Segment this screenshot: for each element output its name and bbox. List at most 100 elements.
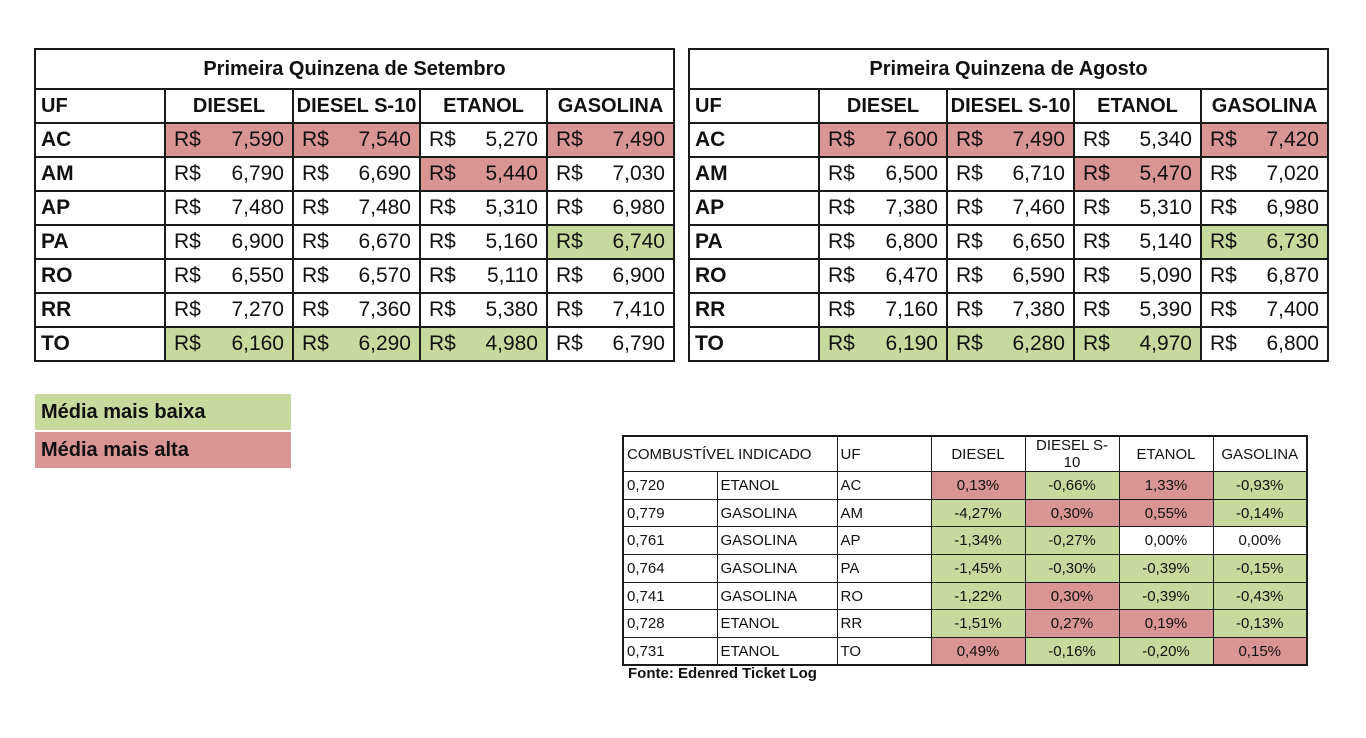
uf-cell: AP	[34, 190, 166, 226]
table-title: Primeira Quinzena de Setembro	[34, 48, 675, 90]
column-header-diesel-s10: DIESEL S-10	[1024, 435, 1120, 472]
price-cell: R$ 6,980	[1200, 190, 1329, 226]
table-row: AC R$ 7,590 R$ 7,540 R$ 5,270 R$ 7,490	[34, 122, 675, 158]
price-value: 5,270	[485, 128, 538, 151]
price-cell: R$ 7,480	[292, 190, 421, 226]
currency-symbol: R$	[556, 196, 583, 219]
ratio-cell: 0,731	[622, 637, 718, 666]
currency-symbol: R$	[956, 162, 983, 185]
price-cell: R$ 6,470	[818, 258, 948, 294]
price-value: 6,730	[1266, 230, 1319, 253]
currency-symbol: R$	[956, 196, 983, 219]
percent-cell: -0,39%	[1118, 554, 1214, 583]
table-row: RO R$ 6,470 R$ 6,590 R$ 5,090 R$ 6,870	[688, 258, 1329, 294]
currency-symbol: R$	[1083, 128, 1110, 151]
currency-symbol: R$	[1083, 332, 1110, 355]
table-row: 0,728 ETANOL RR -1,51% 0,27% 0,19% -0,13%	[622, 609, 1308, 639]
price-value: 6,570	[358, 264, 411, 287]
table-row: TO R$ 6,190 R$ 6,280 R$ 4,970 R$ 6,800	[688, 326, 1329, 362]
price-cell: R$ 7,420	[1200, 122, 1329, 158]
price-value: 6,870	[1266, 264, 1319, 287]
table-row: 0,741 GASOLINA RO -1,22% 0,30% -0,39% -0,43%	[622, 581, 1308, 611]
price-cell: R$ 6,590	[946, 258, 1075, 294]
price-value: 6,980	[612, 196, 665, 219]
legend: Média mais baixa Média mais alta	[35, 394, 291, 470]
table-setembro: Primeira Quinzena de Setembro UF DIESEL …	[34, 48, 675, 362]
price-value: 6,280	[1012, 332, 1065, 355]
price-value: 7,020	[1266, 162, 1319, 185]
price-value: 6,900	[231, 230, 284, 253]
price-value: 7,600	[885, 128, 938, 151]
legend-low: Média mais baixa	[35, 394, 291, 430]
price-cell: R$ 6,900	[546, 258, 675, 294]
price-cell: R$ 5,110	[419, 258, 548, 294]
percent-cell: 0,30%	[1024, 581, 1120, 611]
percent-cell: 0,13%	[930, 471, 1026, 500]
fuel-cell: GASOLINA	[716, 554, 838, 583]
currency-symbol: R$	[302, 332, 329, 355]
price-cell: R$ 6,280	[946, 326, 1075, 362]
price-cell: R$ 7,160	[818, 292, 948, 328]
uf-cell: PA	[836, 554, 932, 583]
uf-cell: TO	[34, 326, 166, 362]
table-row: 0,764 GASOLINA PA -1,45% -0,30% -0,39% -0,15%	[622, 554, 1308, 583]
price-value: 6,670	[358, 230, 411, 253]
column-header-uf: UF	[688, 88, 820, 124]
price-value: 7,380	[885, 196, 938, 219]
column-header-diesel-s10: DIESEL S-10	[946, 88, 1075, 124]
price-value: 5,440	[485, 162, 538, 185]
table-row: AP R$ 7,380 R$ 7,460 R$ 5,310 R$ 6,980	[688, 190, 1329, 226]
currency-symbol: R$	[1210, 196, 1237, 219]
uf-cell: PA	[688, 224, 820, 260]
price-cell: R$ 6,570	[292, 258, 421, 294]
price-value: 5,110	[487, 264, 538, 287]
price-cell: R$ 6,500	[818, 156, 948, 192]
price-value: 5,340	[1139, 128, 1192, 151]
price-cell: R$ 6,870	[1200, 258, 1329, 294]
price-cell: R$ 6,650	[946, 224, 1075, 260]
percent-cell: 0,19%	[1118, 609, 1214, 639]
price-value: 6,740	[612, 230, 665, 253]
price-value: 6,160	[231, 332, 284, 355]
price-value: 6,800	[1266, 332, 1319, 355]
currency-symbol: R$	[302, 196, 329, 219]
currency-symbol: R$	[174, 298, 201, 321]
currency-symbol: R$	[556, 298, 583, 321]
percent-cell: -1,22%	[930, 581, 1026, 611]
price-value: 6,470	[885, 264, 938, 287]
price-cell: R$ 7,410	[546, 292, 675, 328]
price-cell: R$ 6,190	[818, 326, 948, 362]
table-title: Primeira Quinzena de Agosto	[688, 48, 1329, 90]
price-cell: R$ 7,490	[546, 122, 675, 158]
price-value: 6,690	[358, 162, 411, 185]
price-cell: R$ 6,290	[292, 326, 421, 362]
price-value: 6,710	[1012, 162, 1065, 185]
price-cell: R$ 6,710	[946, 156, 1075, 192]
currency-symbol: R$	[556, 230, 583, 253]
ratio-cell: 0,728	[622, 609, 718, 639]
price-cell: R$ 5,310	[1073, 190, 1202, 226]
ratio-cell: 0,720	[622, 471, 718, 500]
price-cell: R$ 6,800	[1200, 326, 1329, 362]
uf-cell: AM	[836, 498, 932, 528]
price-value: 6,500	[885, 162, 938, 185]
percent-cell: -1,34%	[930, 526, 1026, 556]
currency-symbol: R$	[828, 298, 855, 321]
uf-cell: AC	[688, 122, 820, 158]
table-row: 0,761 GASOLINA AP -1,34% -0,27% 0,00% 0,00%	[622, 526, 1308, 556]
column-header-uf: UF	[34, 88, 166, 124]
price-value: 5,380	[485, 298, 538, 321]
price-cell: R$ 5,310	[419, 190, 548, 226]
currency-symbol: R$	[429, 264, 456, 287]
price-cell: R$ 6,790	[546, 326, 675, 362]
uf-cell: AC	[34, 122, 166, 158]
column-header-gasolina: GASOLINA	[1200, 88, 1329, 124]
currency-symbol: R$	[828, 230, 855, 253]
price-cell: R$ 6,800	[818, 224, 948, 260]
currency-symbol: R$	[1210, 332, 1237, 355]
uf-cell: TO	[836, 637, 932, 666]
percent-cell: 0,15%	[1212, 637, 1308, 666]
column-header-gasolina: GASOLINA	[546, 88, 675, 124]
price-cell: R$ 7,590	[164, 122, 294, 158]
price-value: 7,540	[358, 128, 411, 151]
